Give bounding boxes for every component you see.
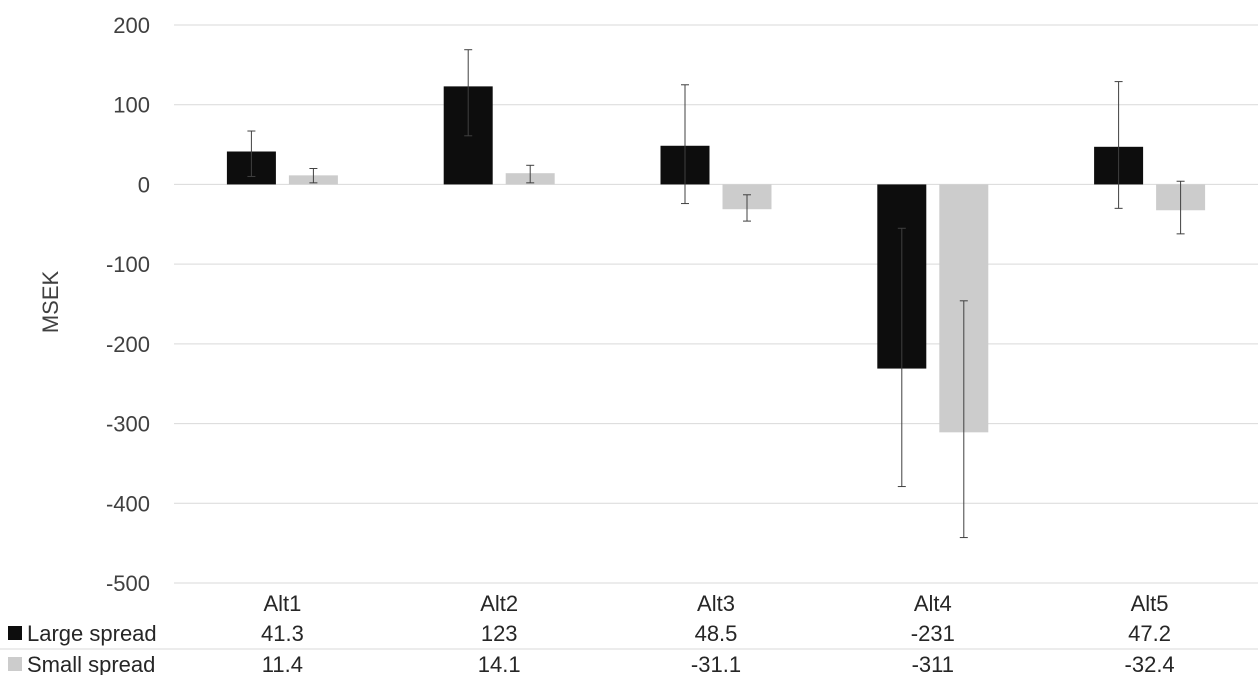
- y-tick-label: -500: [106, 571, 150, 596]
- y-axis-label: MSEK: [38, 271, 63, 334]
- bars: [226, 86, 1206, 433]
- x-category-label: Alt3: [697, 591, 735, 616]
- y-tick-label: -300: [106, 412, 150, 437]
- y-tick-label: -200: [106, 332, 150, 357]
- y-tick-label: -100: [106, 252, 150, 277]
- data-table: Alt1 Alt2 Alt3 Alt4 Alt5 Large spread 41.3 123 4…: [0, 591, 1258, 675]
- legend-entry: Small spread: [27, 652, 155, 675]
- x-category-label: Alt4: [914, 591, 952, 616]
- y-tick-label: 100: [113, 93, 150, 118]
- gridlines: [174, 24, 1258, 584]
- legend-swatch: [8, 657, 22, 671]
- data-value-label: -32.4: [1125, 652, 1175, 675]
- legend-entry: Large spread: [27, 621, 157, 646]
- x-category-label: Alt2: [480, 591, 518, 616]
- error-bars: [247, 49, 1185, 539]
- data-value-label: -31.1: [691, 652, 741, 675]
- data-value-label: 14.1: [478, 652, 521, 675]
- y-axis-ticks: 200 100 0 -100 -200 -300 -400 -500: [106, 13, 150, 596]
- legend-swatch: [8, 626, 22, 640]
- x-category-label: Alt5: [1131, 591, 1169, 616]
- data-value-label: 41.3: [261, 621, 304, 646]
- y-tick-label: -400: [106, 491, 150, 516]
- data-value-label: -231: [911, 621, 955, 646]
- data-value-label: 47.2: [1128, 621, 1171, 646]
- data-value-label: -311: [912, 652, 954, 675]
- y-tick-label: 200: [113, 13, 150, 38]
- y-tick-label: 0: [138, 172, 150, 197]
- x-category-label: Alt1: [263, 591, 301, 616]
- data-value-label: 123: [481, 621, 518, 646]
- data-value-label: 48.5: [695, 621, 738, 646]
- data-value-label: 11.4: [262, 652, 303, 675]
